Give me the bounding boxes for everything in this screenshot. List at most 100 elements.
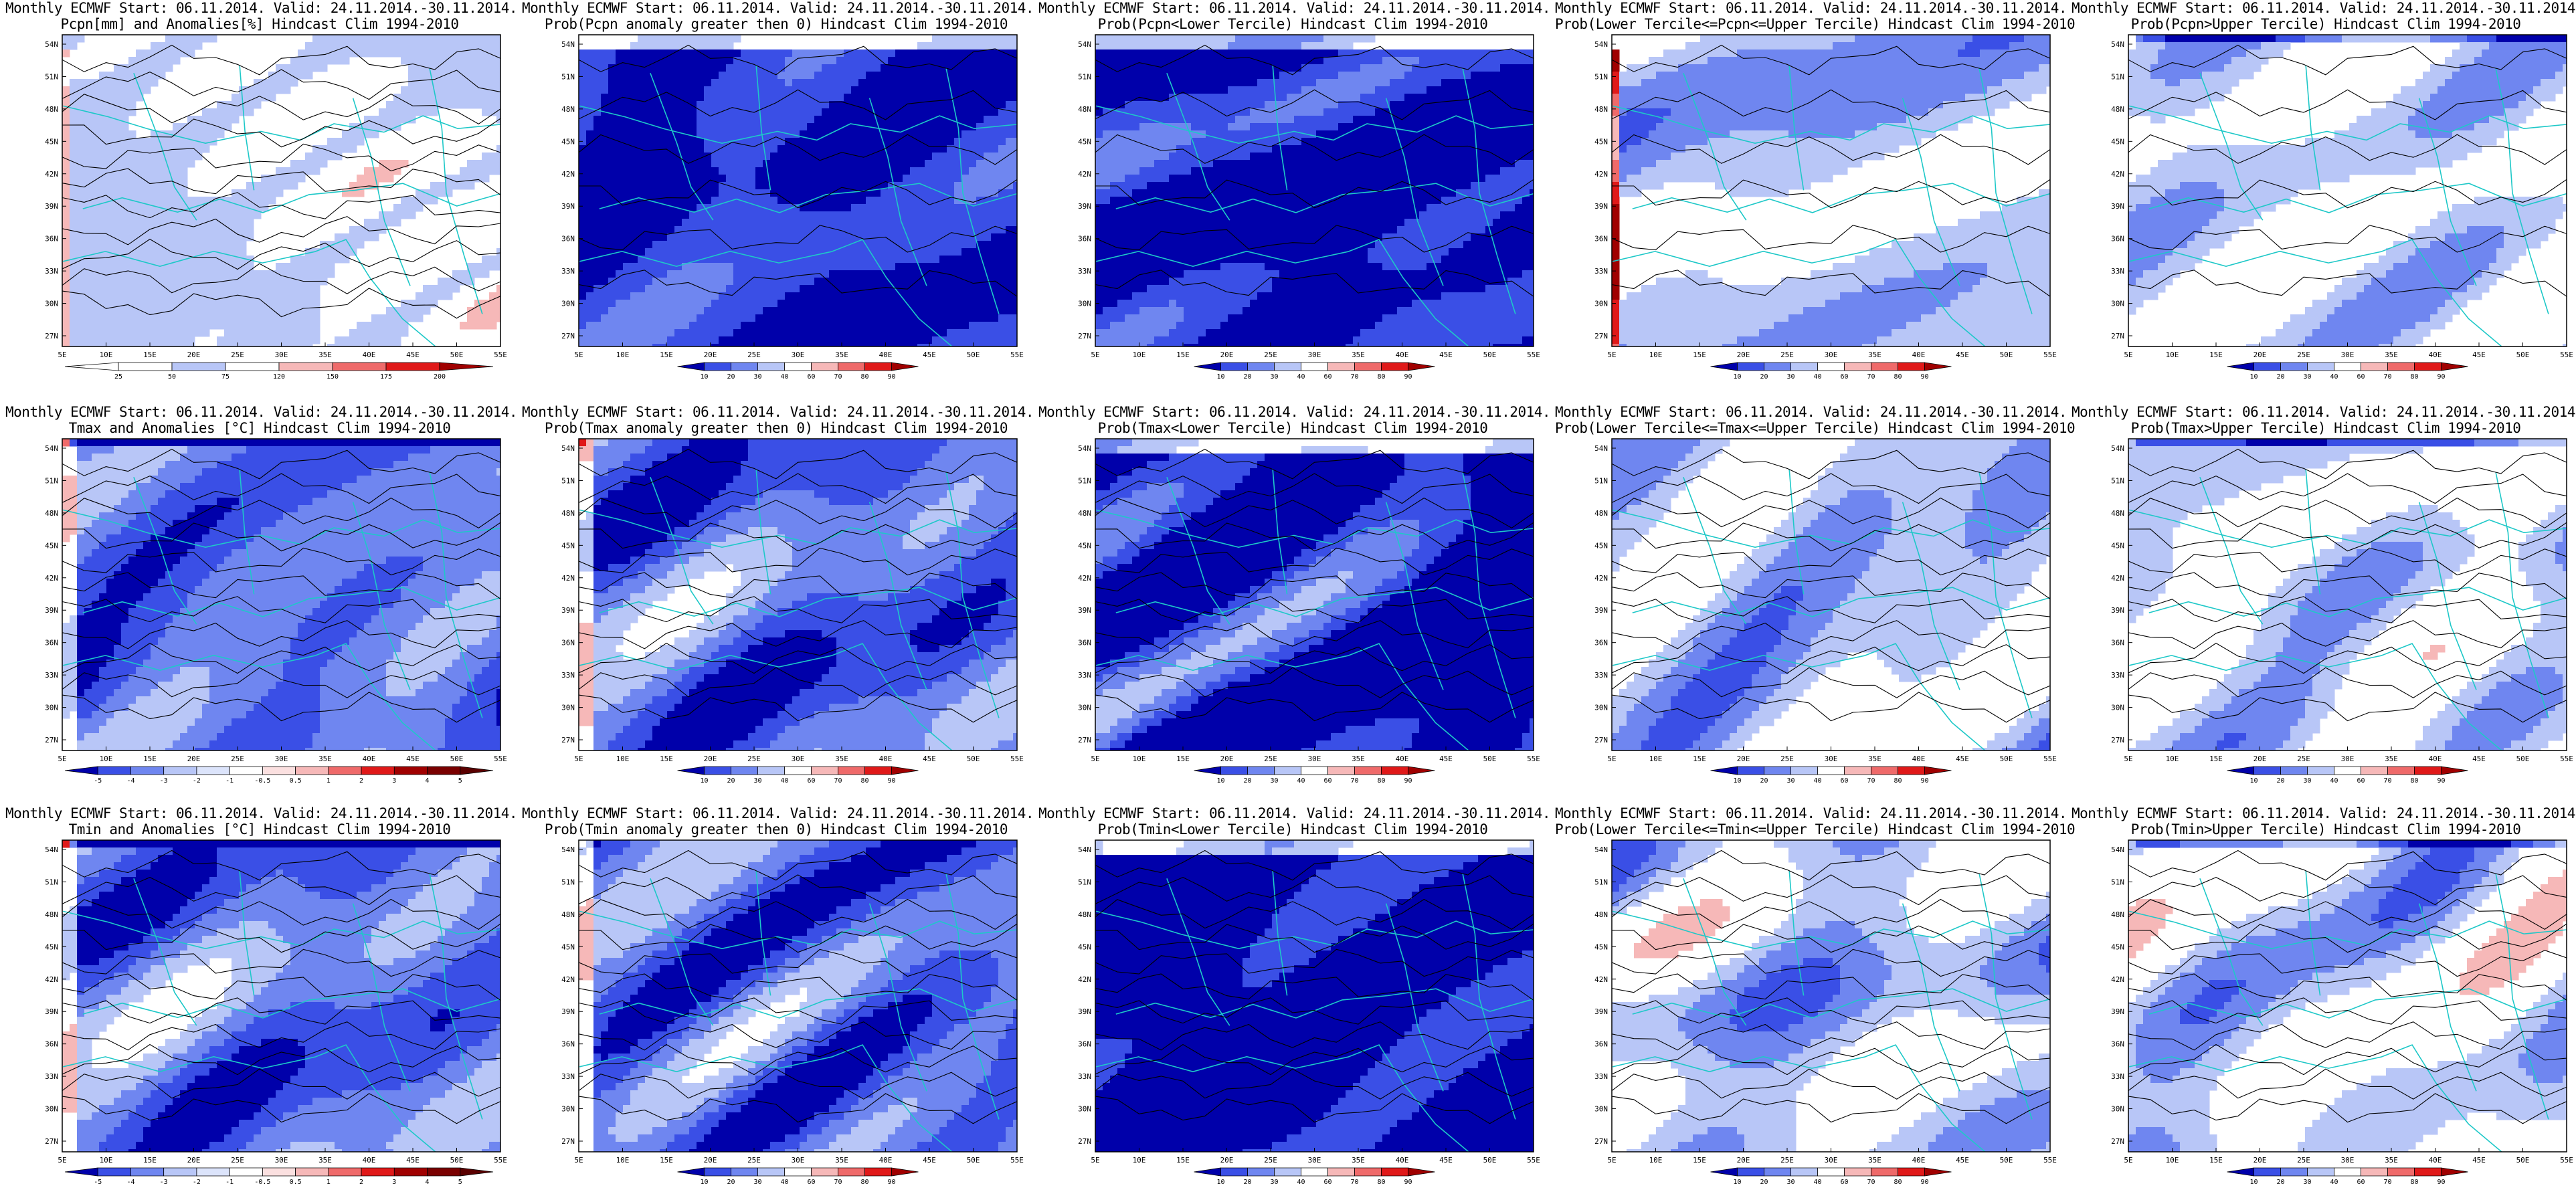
lat-label: 30N xyxy=(45,1105,58,1114)
colorbar-segment xyxy=(2414,362,2442,371)
colorbar: 10 20 30 40 60 70 80 90 xyxy=(1194,766,1435,785)
colorbar-label: 60 xyxy=(1323,777,1331,785)
colorbar-label: -4 xyxy=(126,1179,134,1186)
colorbar-label: 60 xyxy=(2357,1179,2365,1186)
lat-label: 45N xyxy=(45,541,58,550)
lat-label: 33N xyxy=(45,267,58,276)
lat-label: 39N xyxy=(1594,1007,1608,1016)
lat-label: 48N xyxy=(2111,105,2124,114)
lon-label: 25E xyxy=(747,1156,761,1165)
colorbar-label: 20 xyxy=(1243,777,1251,785)
lon-label: 30E xyxy=(275,350,288,359)
lon-label: 40E xyxy=(1396,1156,1409,1165)
colorbar-label: 10 xyxy=(1733,373,1741,381)
colorbar-segment xyxy=(864,766,892,775)
lat-label: 39N xyxy=(45,202,58,211)
lon-label: 30E xyxy=(2341,1156,2355,1165)
colorbar-label: 60 xyxy=(1840,373,1848,381)
contour-lines xyxy=(1095,849,1534,1124)
lon-label: 10E xyxy=(100,1156,113,1165)
lon-label: 40E xyxy=(2429,1156,2442,1165)
lon-label: 45E xyxy=(2472,350,2486,359)
colorbar-segment xyxy=(1220,766,1248,775)
colorbar: 10 20 30 40 60 70 80 90 xyxy=(677,1167,919,1186)
colorbar-label: 90 xyxy=(2437,1179,2445,1186)
panel-title: Monthly ECMWF Start: 06.11.2014. Valid: … xyxy=(1038,404,1551,436)
colorbar-label: 20 xyxy=(1760,373,1768,381)
colorbar-segment xyxy=(229,1167,263,1177)
colorbar-segment xyxy=(1764,362,1791,371)
colorbar-segment xyxy=(1737,1167,1764,1177)
lat-label: 27N xyxy=(45,1137,58,1146)
colorbar-segment xyxy=(757,766,785,775)
lat-label: 51N xyxy=(1078,878,1091,886)
lat-label: 39N xyxy=(561,202,575,211)
panel-subtitle: Prob(Pcpn<Lower Tercile) Hindcast Clim 1… xyxy=(1038,16,1547,32)
colorbar: 10 20 30 40 60 70 80 90 xyxy=(1194,362,1435,381)
lat-label: 54N xyxy=(45,845,58,854)
lon-label: 15E xyxy=(660,1156,673,1165)
lat-label: 51N xyxy=(2111,878,2124,886)
shaded-field xyxy=(1095,840,1534,1152)
colorbar-segment xyxy=(262,766,296,775)
colorbar-label: 80 xyxy=(2410,373,2418,381)
colorbar-segment xyxy=(757,362,785,371)
lat-label: 27N xyxy=(45,332,58,340)
lon-label: 45E xyxy=(1439,350,1453,359)
lon-label: 5E xyxy=(2124,350,2132,359)
lon-label: 10E xyxy=(2166,350,2179,359)
lat-label: 39N xyxy=(45,1007,58,1016)
contour-lines xyxy=(579,849,1017,1124)
lon-label: 35E xyxy=(835,1156,848,1165)
lat-label: 42N xyxy=(1078,574,1091,583)
colorbar-segment xyxy=(677,766,705,775)
lat-label: 27N xyxy=(1078,736,1091,744)
panel-title: Monthly ECMWF Start: 06.11.2014. Valid: … xyxy=(1555,805,2076,837)
lon-label: 45E xyxy=(406,350,420,359)
colorbar-label: 60 xyxy=(2357,373,2365,381)
lat-label: 36N xyxy=(1594,639,1608,647)
colorbar-segment xyxy=(704,766,731,775)
colorbar-segment xyxy=(1844,362,1871,371)
colorbar-segment xyxy=(118,362,173,371)
colorbar-label: -1 xyxy=(225,1179,234,1186)
lon-label: 45E xyxy=(406,1156,420,1165)
lon-label: 45E xyxy=(1956,350,1969,359)
colorbar-label: 80 xyxy=(860,777,868,785)
lon-label: 10E xyxy=(1649,755,1663,763)
colorbar-label: 20 xyxy=(2276,1179,2284,1186)
panel-subtitle: Prob(Pcpn>Upper Tercile) Hindcast Clim 1… xyxy=(2072,16,2576,32)
lon-label: 40E xyxy=(879,1156,893,1165)
contour-lines xyxy=(2128,44,2567,297)
colorbar-segment xyxy=(163,766,197,775)
map-plot: 54N 51N 48N 45N 42N 39N 36N 33N 30N 27N 5E 10E 15E 20… xyxy=(2111,839,2573,1186)
lon-label: 25E xyxy=(231,755,244,763)
shaded-field xyxy=(62,840,500,1152)
lat-label: 30N xyxy=(561,1105,575,1114)
colorbar-segment xyxy=(1924,1167,1952,1177)
colorbar-segment xyxy=(1737,766,1764,775)
lat-label: 45N xyxy=(45,137,58,146)
colorbar-segment xyxy=(130,1167,165,1177)
lon-label: 30E xyxy=(792,1156,805,1165)
colorbar-segment xyxy=(196,766,230,775)
colorbar-segment xyxy=(811,1167,838,1177)
lat-label: 30N xyxy=(45,704,58,712)
lat-label: 39N xyxy=(1594,202,1608,211)
lat-label: 45N xyxy=(1078,942,1091,951)
lat-label: 39N xyxy=(45,606,58,615)
lat-label: 36N xyxy=(561,639,575,647)
colorbar-label: 30 xyxy=(1786,373,1795,381)
colorbar-segment xyxy=(1898,1167,1925,1177)
lat-label: 33N xyxy=(1594,267,1608,276)
lon-label: 15E xyxy=(143,350,157,359)
lon-label: 30E xyxy=(1825,755,1838,763)
lon-label: 20E xyxy=(1737,350,1750,359)
colorbar-label: 30 xyxy=(2303,373,2311,381)
colorbar-label: 0.5 xyxy=(290,1179,302,1186)
map-panel-tmax-4: Monthly ECMWF Start: 06.11.2014. Valid: … xyxy=(1555,404,2076,803)
colorbar-label: 5 xyxy=(458,777,462,785)
lat-label: 30N xyxy=(561,300,575,308)
colorbar-segment xyxy=(1898,362,1925,371)
lat-label: 30N xyxy=(1594,300,1608,308)
